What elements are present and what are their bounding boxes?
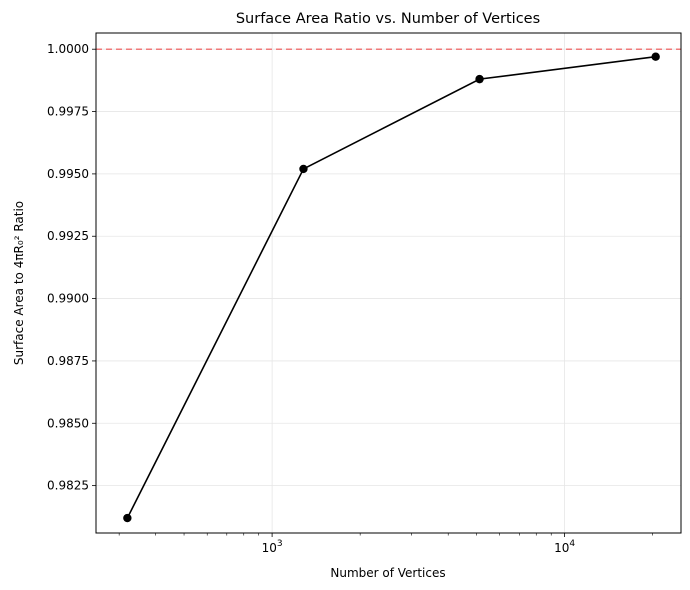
y-tick-label: 0.9975	[47, 105, 89, 119]
data-point	[123, 513, 132, 523]
y-axis-label: Surface Area to 4πR₀² Ratio	[12, 201, 26, 365]
y-tick-label: 1.0000	[47, 42, 89, 56]
x-axis-label: Number of Vertices	[330, 566, 445, 580]
x-tick-label-base: 10	[262, 541, 277, 555]
data-point	[299, 164, 308, 174]
y-axis-ticks: 0.9825 0.9850 0.9875 0.9900 0.9925 0.9950 0.99…	[47, 42, 96, 493]
series-line	[126, 55, 656, 519]
x-axis-ticks: 103 104	[118, 533, 653, 555]
x-tick-label-exponent: 3	[277, 539, 283, 549]
y-tick-label: 0.9925	[47, 229, 89, 243]
grid	[96, 33, 681, 533]
data-point	[651, 52, 660, 61]
x-tick-label-exponent: 4	[569, 539, 575, 549]
chart-title: Surface Area Ratio vs. Number of Vertice…	[236, 11, 540, 27]
y-tick-label: 0.9825	[47, 479, 89, 493]
plot-frame	[95, 32, 682, 534]
x-tick-label: 103	[262, 539, 283, 555]
x-tick-label: 104	[554, 539, 575, 555]
y-tick-label: 0.9950	[47, 167, 89, 181]
x-tick-label-base: 10	[554, 541, 569, 555]
data-point	[475, 74, 484, 84]
series-group	[123, 52, 660, 523]
y-tick-label: 0.9900	[47, 292, 89, 306]
y-tick-label: 0.9875	[47, 354, 89, 368]
y-tick-label: 0.9850	[47, 416, 89, 430]
